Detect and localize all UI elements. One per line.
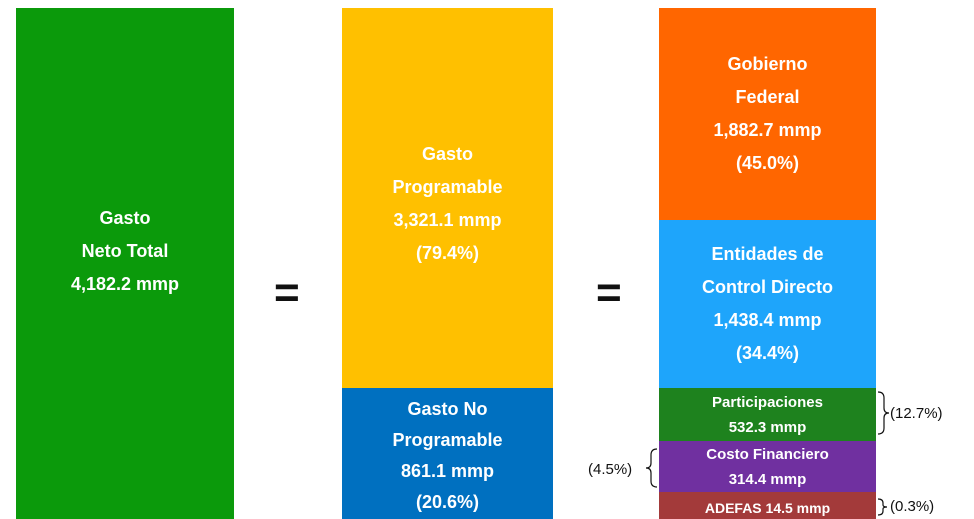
block-text: Gobierno [727, 54, 808, 74]
block-text: 1,882.7 mmp [713, 120, 822, 140]
block-text: 861.1 mmp [400, 461, 495, 481]
block-text: 532.3 mmp [728, 418, 807, 436]
block: Costo Financiero 314.4 mmp [659, 441, 876, 492]
block-text: (79.4%) [415, 243, 480, 263]
block-text: ADEFAS 14.5 mmp [704, 500, 831, 516]
block-text: Gasto [421, 144, 473, 164]
block: Gasto Neto Total 4,182.2 mmp [16, 8, 234, 519]
block-text: (34.4%) [735, 343, 800, 363]
block-text: (45.0%) [735, 153, 800, 173]
block-text: 3,321.1 mmp [393, 210, 502, 230]
equals-sign: = [596, 268, 622, 317]
percent-note: (4.5%) [588, 461, 633, 478]
block-text: Entidades de [711, 244, 824, 264]
block-text: Programable [392, 430, 503, 450]
block: Entidades de Control Directo 1,438.4 mmp (3… [659, 220, 876, 388]
block: Gasto Programable 3,321.1 mmp (79.4%) [342, 8, 553, 388]
percent-note: (0.3%) [890, 498, 935, 515]
block: Gasto No Programable 861.1 mmp (20.6%) [342, 388, 553, 519]
block-text: Neto Total [81, 241, 169, 261]
block-text: 1,438.4 mmp [713, 310, 822, 330]
block-text: Federal [735, 87, 800, 107]
block-text: (20.6%) [415, 492, 480, 512]
block-text: Gasto No [407, 399, 488, 419]
block: Participaciones 532.3 mmp [659, 388, 876, 441]
block: Gobierno Federal 1,882.7 mmp (45.0%) [659, 8, 876, 220]
percent-note: (12.7%) [890, 405, 943, 422]
block-text: 4,182.2 mmp [70, 274, 180, 294]
block-text: Gasto [99, 208, 151, 228]
block: ADEFAS 14.5 mmp [659, 492, 876, 519]
block-text: Costo Financiero [706, 445, 829, 463]
block-text: Control Directo [701, 277, 833, 297]
block-text: Participaciones [712, 393, 823, 411]
equals-sign: = [274, 268, 300, 317]
block-text: Programable [392, 177, 503, 197]
block-text: 314.4 mmp [728, 470, 807, 488]
